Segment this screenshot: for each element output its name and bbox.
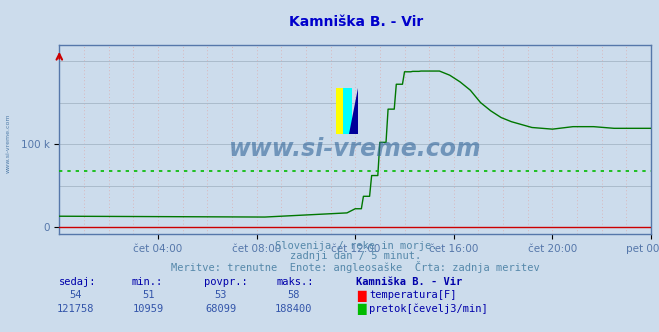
Text: sedaj:: sedaj:: [59, 277, 97, 287]
Bar: [343, 88, 352, 134]
Text: 53: 53: [215, 290, 227, 300]
Text: Slovenija / reke in morje.: Slovenija / reke in morje.: [275, 241, 437, 251]
Text: 51: 51: [142, 290, 154, 300]
Text: 188400: 188400: [275, 304, 312, 314]
Text: 58: 58: [287, 290, 299, 300]
Text: temperatura[F]: temperatura[F]: [369, 290, 457, 300]
Text: █: █: [357, 290, 366, 302]
Text: 10959: 10959: [132, 304, 164, 314]
Text: 121758: 121758: [57, 304, 94, 314]
Bar: [335, 88, 349, 134]
Text: zadnji dan / 5 minut.: zadnji dan / 5 minut.: [290, 251, 422, 261]
Text: Meritve: trenutne  Enote: angleosaške  Črta: zadnja meritev: Meritve: trenutne Enote: angleosaške Črt…: [171, 261, 540, 273]
Text: █: █: [357, 304, 366, 315]
Text: povpr.:: povpr.:: [204, 277, 248, 287]
Text: www.si-vreme.com: www.si-vreme.com: [229, 137, 482, 161]
Text: min.:: min.:: [132, 277, 163, 287]
Text: 68099: 68099: [205, 304, 237, 314]
Text: www.si-vreme.com: www.si-vreme.com: [5, 113, 11, 173]
Text: pretok[čevelj3/min]: pretok[čevelj3/min]: [369, 304, 488, 314]
Text: Kamniška B. - Vir: Kamniška B. - Vir: [356, 277, 462, 287]
Text: maks.:: maks.:: [277, 277, 314, 287]
Text: 54: 54: [70, 290, 82, 300]
Text: Kamniška B. - Vir: Kamniška B. - Vir: [289, 15, 423, 29]
Polygon shape: [349, 88, 358, 134]
